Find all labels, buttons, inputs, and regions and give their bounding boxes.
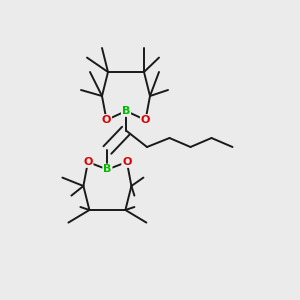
- Text: O: O: [102, 115, 111, 125]
- Text: O: O: [141, 115, 150, 125]
- Text: O: O: [83, 157, 93, 167]
- Text: B: B: [103, 164, 112, 175]
- Text: B: B: [122, 106, 130, 116]
- Text: O: O: [122, 157, 132, 167]
